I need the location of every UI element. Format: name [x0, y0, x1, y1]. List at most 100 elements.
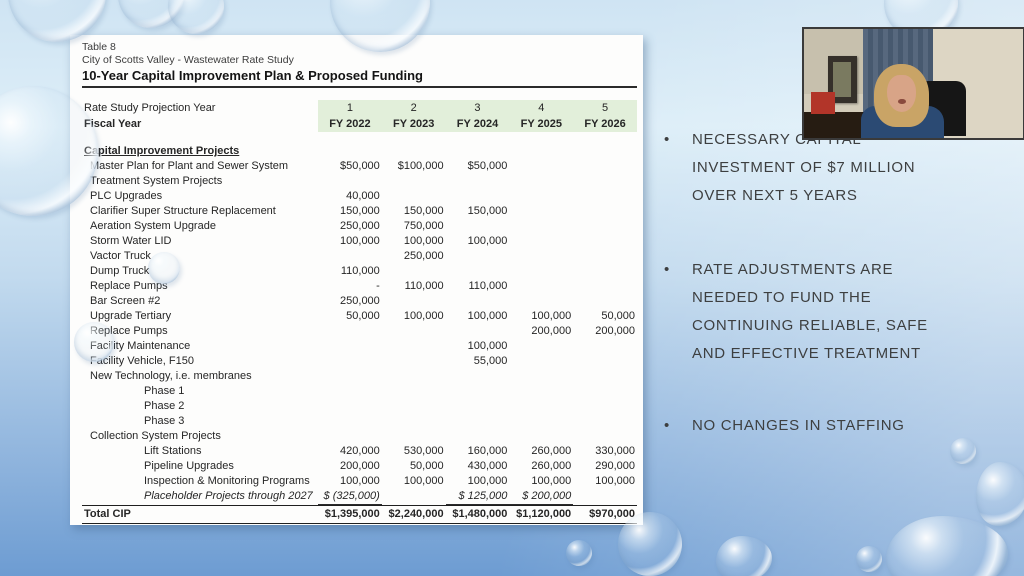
row-value-cell — [573, 279, 637, 294]
total-row: Total CIP $1,395,000 $2,240,000 $1,480,0… — [82, 505, 637, 524]
row-value-cell — [446, 264, 510, 279]
row-value-cell: 100,000 — [531, 475, 572, 487]
webcam-desk-shelf — [804, 111, 870, 138]
row-value-cell: 50,000 — [346, 310, 380, 322]
cip-table-body: Capital Improvement Projects Master Plan … — [82, 144, 637, 505]
row-value-cell — [573, 384, 637, 399]
table-row: Facility Vehicle, F150 55,000 — [82, 354, 637, 369]
row-value-cell: 160,000 — [467, 445, 508, 457]
row-value-cell — [573, 234, 637, 249]
row-label: New Technology, i.e. membranes — [90, 370, 252, 382]
row-value-cell — [446, 429, 510, 444]
row-value-cell — [382, 489, 446, 505]
row-value-cell — [573, 414, 637, 429]
projection-year-2: 2 — [381, 100, 446, 116]
bullet-text-staffing: NO CHANGES IN STAFFING — [692, 417, 905, 434]
row-value-cell — [318, 144, 382, 159]
water-droplet-decoration — [976, 462, 1024, 526]
table-row: New Technology, i.e. membranes — [82, 369, 637, 384]
row-label: Phase 1 — [144, 385, 185, 397]
table-row: Lift Stations 420,000 530,000 160,000 260,00… — [82, 444, 637, 459]
projection-year-1: 1 — [318, 100, 382, 116]
row-value-cell: 100,000 — [467, 235, 508, 247]
row-value-cell: 100,000 — [403, 475, 444, 487]
row-value-cell: 100,000 — [531, 310, 572, 322]
water-droplet-decoration — [566, 540, 592, 566]
row-value-cell — [509, 159, 573, 174]
row-value-cell — [446, 399, 510, 414]
row-value-cell: 50,000 — [409, 460, 444, 472]
table-row: Replace Pumps 200,000 200,000 — [82, 324, 637, 339]
row-value-cell — [509, 264, 573, 279]
row-value-cell — [382, 174, 446, 189]
row-value-cell — [318, 414, 382, 429]
table-row: Master Plan for Plant and Sewer System $5… — [82, 159, 637, 174]
row-value-cell — [318, 339, 382, 354]
row-value-cell — [446, 324, 510, 339]
row-value-cell — [382, 339, 446, 354]
row-value-cell — [382, 399, 446, 414]
fiscal-year-5: FY 2026 — [573, 116, 637, 132]
row-label: Inspection & Monitoring Programs — [144, 475, 310, 487]
table-row: Placeholder Projects through 2027 $ (325,… — [82, 489, 637, 505]
row-value-cell — [446, 384, 510, 399]
projection-year-3: 3 — [445, 100, 510, 116]
bullet-item: • RATE ADJUSTMENTS ARE NEEDED TO FUND TH… — [664, 256, 1016, 368]
row-value-cell — [573, 249, 637, 264]
projection-year-label: Rate Study Projection Year — [84, 102, 216, 114]
row-label: Replace Pumps — [90, 280, 168, 292]
water-droplet-decoration — [148, 252, 180, 284]
row-value-cell — [446, 294, 510, 309]
table-row: Upgrade Tertiary 50,000 100,000 100,000 100,… — [82, 309, 637, 324]
total-row-label: Total CIP — [84, 508, 131, 520]
row-label: Pipeline Upgrades — [144, 460, 234, 472]
row-value-cell — [509, 384, 573, 399]
water-droplet-decoration — [716, 536, 772, 576]
fiscal-year-2: FY 2023 — [381, 116, 446, 132]
row-value-cell: 110,000 — [340, 265, 380, 277]
row-value-cell: 150,000 — [467, 205, 508, 217]
row-label: Capital Improvement Projects — [84, 145, 240, 157]
row-value-cell — [509, 414, 573, 429]
row-value-cell — [382, 144, 446, 159]
row-value-cell: 40,000 — [346, 190, 380, 202]
row-value-cell — [382, 324, 446, 339]
row-value-cell: $100,000 — [397, 160, 444, 172]
row-value-cell — [446, 174, 510, 189]
row-value-cell — [573, 174, 637, 189]
row-value-cell — [446, 249, 510, 264]
row-value-cell: 750,000 — [403, 220, 444, 232]
presenter-webcam-video — [802, 27, 1024, 140]
webcam-picture-art — [833, 61, 852, 98]
row-label: Facility Maintenance — [90, 340, 191, 352]
table-row: Phase 1 — [82, 384, 637, 399]
bullet-list: • NECESSARY CAPITAL INVESTMENT OF $7 MIL… — [664, 126, 1016, 440]
row-value-cell — [509, 339, 573, 354]
row-value-cell — [446, 369, 510, 384]
row-value-cell — [446, 414, 510, 429]
row-value-cell: 100,000 — [340, 235, 380, 247]
row-value-cell — [573, 339, 637, 354]
row-value-cell: 100,000 — [467, 340, 508, 352]
bullet-item: • NO CHANGES IN STAFFING — [664, 412, 1016, 440]
row-label: Dump Truck — [90, 265, 150, 277]
total-fy2022: $1,395,000 — [324, 508, 380, 520]
row-value-cell — [573, 219, 637, 234]
water-droplet-decoration — [168, 0, 224, 34]
row-value-cell — [446, 219, 510, 234]
table-row: Treatment System Projects — [82, 174, 637, 189]
row-value-cell — [446, 189, 510, 204]
bullet-marker-icon: • — [664, 261, 670, 278]
row-label: Clarifier Super Structure Replacement — [90, 205, 276, 217]
table-title: 10-Year Capital Improvement Plan & Propo… — [82, 67, 637, 88]
total-fy2023: $2,240,000 — [388, 508, 444, 520]
bullet-text-capital-investment: NECESSARY CAPITAL INVESTMENT OF $7 MILLI… — [692, 131, 916, 204]
table-row: Inspection & Monitoring Programs 100,000 1… — [82, 474, 637, 489]
row-value-cell — [382, 429, 446, 444]
table-row: Replace Pumps - 110,000 110,000 — [82, 279, 637, 294]
row-value-cell — [573, 369, 637, 384]
row-label: Master Plan for Plant and Sewer System — [90, 160, 289, 172]
row-value-cell — [573, 294, 637, 309]
row-value-cell: 420,000 — [340, 445, 380, 457]
